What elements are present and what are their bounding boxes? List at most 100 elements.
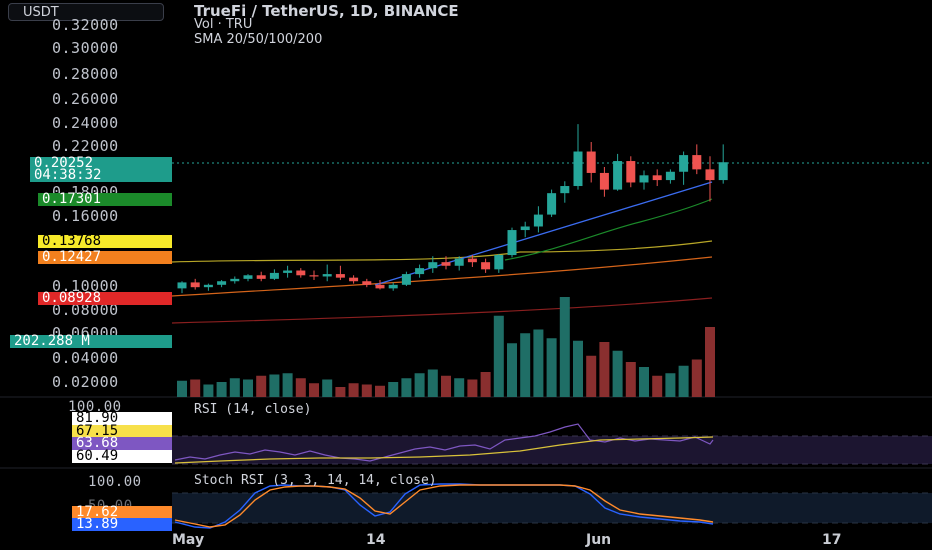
candle[interactable]: [467, 258, 477, 263]
volume-bar: [467, 379, 478, 397]
volume-bar: [229, 378, 240, 397]
candle[interactable]: [547, 193, 557, 215]
candle[interactable]: [705, 169, 715, 181]
sma20-line: [504, 198, 713, 261]
candle[interactable]: [441, 262, 451, 266]
volume-bar: [520, 333, 531, 397]
volume-bar: [625, 362, 636, 397]
price-tick: 0.32000: [52, 16, 119, 34]
volume-bar: [375, 385, 385, 397]
candle[interactable]: [652, 175, 662, 181]
candle[interactable]: [573, 151, 583, 187]
price-tick: 0.30000: [52, 39, 119, 57]
candle[interactable]: [349, 277, 359, 282]
volume-bar: [639, 367, 649, 397]
candle[interactable]: [520, 226, 530, 231]
price-tick: 0.02000: [52, 373, 119, 391]
candle[interactable]: [639, 175, 649, 183]
candle[interactable]: [401, 274, 411, 285]
candle[interactable]: [626, 161, 636, 183]
candle[interactable]: [217, 281, 227, 285]
stoch-k-line: [174, 483, 714, 529]
volume-bar: [282, 373, 293, 397]
candle[interactable]: [335, 274, 345, 278]
volume-bar: [691, 359, 702, 397]
rsi-band: [172, 436, 932, 464]
stoch-axis-top: 100.00: [88, 474, 142, 490]
candle[interactable]: [243, 275, 253, 279]
price-tick: 0.08000: [52, 301, 119, 319]
volume-bar: [678, 365, 689, 397]
price-tick: 0.28000: [52, 65, 119, 83]
price-tick: 0.24000: [52, 114, 119, 132]
candle[interactable]: [560, 186, 570, 194]
volume-bar: [705, 327, 715, 397]
candle[interactable]: [362, 281, 372, 285]
sma50-badge: 0.13768: [38, 234, 172, 248]
candle[interactable]: [533, 214, 543, 227]
volume-bar: [243, 379, 253, 397]
price-tick: 0.22000: [52, 137, 119, 155]
candle[interactable]: [494, 255, 504, 270]
candle[interactable]: [454, 258, 464, 266]
volume-legend[interactable]: Vol · TRU: [194, 17, 253, 32]
volume-bar: [309, 383, 319, 397]
price-tick: 0.04000: [52, 349, 119, 367]
candle[interactable]: [481, 262, 491, 270]
volume-bar: [203, 384, 214, 397]
stoch-band: [172, 493, 932, 523]
sma-legend[interactable]: SMA 20/50/100/200: [194, 32, 323, 47]
rsi-value: 63.68: [72, 436, 172, 450]
candle[interactable]: [203, 284, 213, 288]
candle[interactable]: [309, 275, 319, 277]
sma50-line: [171, 240, 713, 263]
candle[interactable]: [256, 275, 266, 279]
volume-bar: [665, 373, 676, 397]
candle[interactable]: [230, 278, 240, 282]
candle[interactable]: [322, 274, 332, 277]
volume-bar: [295, 378, 306, 397]
volume-bar: [493, 315, 504, 397]
candle[interactable]: [665, 171, 675, 181]
volume-bar: [256, 375, 267, 397]
candle[interactable]: [375, 284, 385, 289]
rsi-axis-top: 100.00: [68, 399, 122, 415]
price-tick: 0.10000: [52, 277, 119, 295]
candle[interactable]: [599, 172, 609, 190]
price-tick: 0.26000: [52, 90, 119, 108]
candle[interactable]: [718, 162, 728, 181]
stoch-pane-title[interactable]: Stoch RSI (3, 3, 14, 14, close): [194, 473, 437, 488]
sma20-badge: 0.17301: [38, 192, 172, 206]
volume-bar: [480, 372, 491, 397]
volume-bar: [335, 387, 346, 397]
candle[interactable]: [679, 155, 689, 172]
volume-bar: [559, 297, 570, 397]
candle[interactable]: [269, 272, 279, 279]
volume-bar: [454, 378, 465, 397]
volume-bar: [507, 343, 517, 397]
candle[interactable]: [507, 230, 517, 256]
candle[interactable]: [586, 151, 596, 173]
price-tick: 0.16000: [52, 207, 119, 225]
candle[interactable]: [692, 155, 702, 170]
volume-bar: [414, 373, 425, 397]
candle[interactable]: [415, 268, 425, 275]
candle[interactable]: [283, 270, 293, 273]
volume-bar: [401, 378, 412, 397]
symbol-button[interactable]: USDT: [8, 3, 164, 21]
volume-bar: [599, 342, 610, 397]
candle[interactable]: [613, 161, 623, 190]
volume-bar: [612, 350, 623, 397]
volume-bar: [269, 374, 280, 397]
candle[interactable]: [296, 270, 306, 276]
sma100-badge: 0.12427: [38, 250, 172, 264]
candle[interactable]: [428, 262, 438, 269]
candle[interactable]: [177, 282, 187, 289]
countdown-badge: 04:38:32: [30, 168, 172, 182]
volume-bar: [361, 384, 372, 397]
rsi-pane-title[interactable]: RSI (14, close): [194, 402, 312, 417]
candle[interactable]: [190, 282, 200, 288]
candle[interactable]: [388, 284, 398, 289]
volume-bar: [533, 329, 544, 397]
